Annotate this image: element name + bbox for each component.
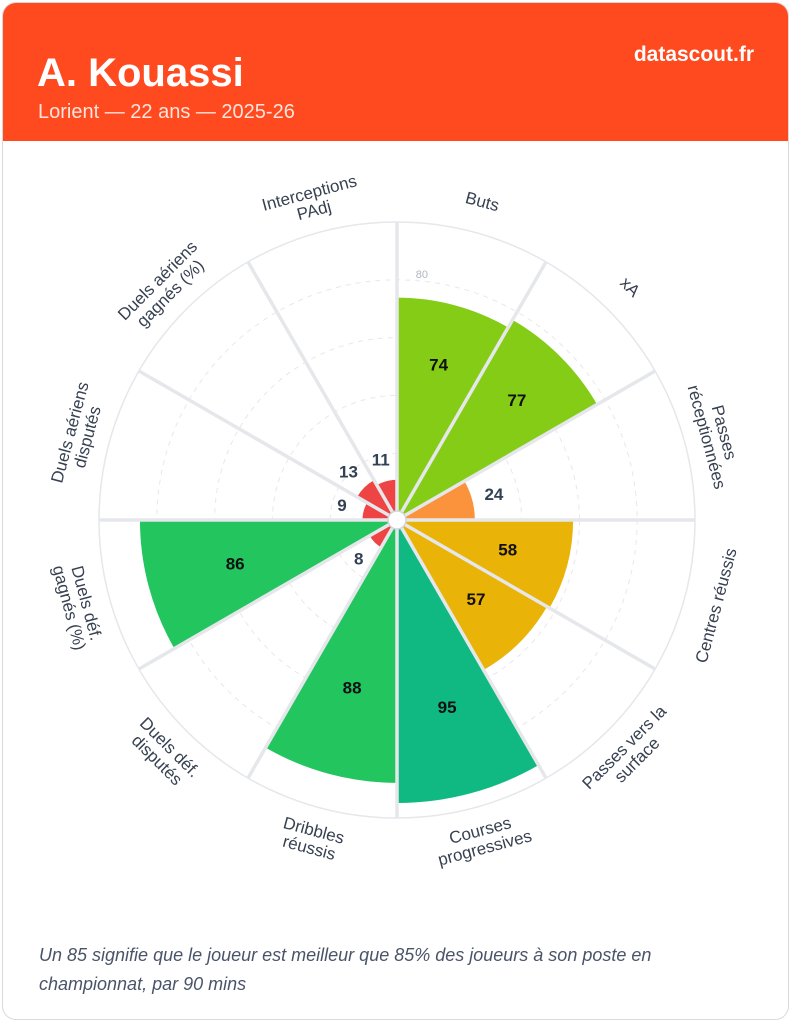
value-label-4: 57 xyxy=(467,590,486,609)
player-name: A. Kouassi xyxy=(37,51,244,95)
spoke-10 xyxy=(138,369,391,518)
value-label-10: 13 xyxy=(339,463,358,482)
spoke-7 xyxy=(246,526,395,779)
spoke-2 xyxy=(403,369,656,518)
spoke-11 xyxy=(246,261,395,514)
value-label-8: 86 xyxy=(226,554,245,573)
value-label-6: 88 xyxy=(343,678,362,697)
value-label-7: 8 xyxy=(354,549,363,568)
spoke-5 xyxy=(399,526,548,779)
brand-logo-text: datascout.fr xyxy=(633,43,754,66)
category-label-1: xA xyxy=(616,273,644,301)
category-label-7: Duels déf.disputés xyxy=(128,714,204,790)
hub xyxy=(387,510,407,530)
category-label-8: Duels déf.gagnés (%) xyxy=(49,563,106,652)
value-label-5: 95 xyxy=(438,698,457,717)
spoke-8 xyxy=(138,522,391,671)
category-label-0-line-0: Buts xyxy=(463,188,501,215)
radar-chart: 807477245857958888691311ButsxAPassesréce… xyxy=(47,171,741,869)
category-label-3: Centres réussis xyxy=(692,546,741,665)
category-label-1-line-0: xA xyxy=(616,273,644,301)
ring-label: 80 xyxy=(416,269,428,281)
value-label-0: 74 xyxy=(429,356,448,375)
value-label-9: 9 xyxy=(337,496,346,515)
spoke-4 xyxy=(403,522,656,671)
value-label-3: 58 xyxy=(498,541,517,560)
category-label-3-line-0: Centres réussis xyxy=(692,546,741,665)
header-banner: A. Kouassi Lorient — 22 ans — 2025-26 da… xyxy=(3,3,788,141)
footnote: Un 85 signifie que le joueur est meilleu… xyxy=(39,945,652,994)
player-subtitle: Lorient — 22 ans — 2025-26 xyxy=(38,101,295,123)
value-label-11: 11 xyxy=(372,450,390,469)
value-label-1: 77 xyxy=(507,391,526,410)
value-label-2: 24 xyxy=(484,485,503,504)
category-label-0: Buts xyxy=(463,188,501,215)
spoke-1 xyxy=(399,261,548,514)
